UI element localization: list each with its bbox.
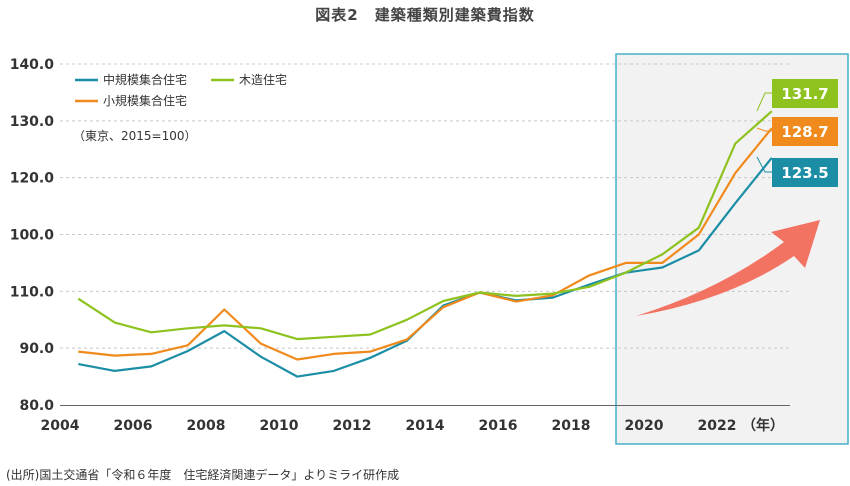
- series-line-small-rise: [78, 127, 773, 361]
- legend-label-small: 小規模集合住宅: [103, 93, 187, 108]
- callouts: 131.7 128.7 123.5: [756, 79, 838, 187]
- y-tick-label: 80.0: [19, 398, 54, 414]
- callout-leader-wooden: [756, 92, 772, 112]
- x-axis: 2004 2006 2008 2010 2012 2014 2016 2018 2020 2022: [41, 418, 737, 434]
- x-tick-label: 2018: [552, 418, 591, 434]
- y-tick-label: 140.0: [10, 57, 55, 73]
- callout-box-mid: [772, 158, 838, 187]
- callout-leader-small: [756, 127, 772, 132]
- x-tick-label: 2004: [41, 418, 80, 434]
- callout-box-wooden: [772, 79, 838, 108]
- highlight-region: [615, 53, 849, 445]
- series-lines: [77, 110, 773, 378]
- y-tick-label: 90.0: [19, 341, 54, 357]
- callout-value-mid: 123.5: [781, 164, 828, 182]
- callout-box-small: [772, 117, 838, 146]
- callout-value-wooden: 131.7: [781, 85, 828, 103]
- x-tick-label: 2014: [406, 418, 445, 434]
- grid-lines: [60, 63, 790, 349]
- y-axis: 140.0 130.0 120.0 100.0 110.0 90.0 80.0: [10, 57, 55, 414]
- legend-label-wooden: 木造住宅: [239, 72, 287, 87]
- x-tick-label: 2006: [114, 418, 153, 434]
- x-tick-label: 2016: [479, 418, 518, 434]
- legend-label-mid: 中規模集合住宅: [103, 72, 187, 87]
- chart-title: 図表2 建築種類別建築費指数: [315, 6, 535, 24]
- y-tick-label: 120.0: [10, 171, 55, 187]
- trend-arrow-icon: [636, 220, 820, 316]
- y-tick-label: 100.0: [10, 228, 55, 244]
- x-tick-label: 2008: [187, 418, 226, 434]
- y-tick-label: 110.0: [10, 284, 55, 300]
- callout-leader-mid: [756, 156, 772, 173]
- source-note: (出所)国土交通省「令和６年度 住宅経済関連データ」よりミライ研作成: [6, 468, 400, 482]
- chart-note: （東京、2015=100）: [73, 129, 197, 143]
- series-line-wooden: [77, 110, 773, 341]
- callout-value-small: 128.7: [781, 123, 828, 141]
- legend: 中規模集合住宅 木造住宅 小規模集合住宅: [75, 72, 287, 108]
- x-tick-label: 2010: [260, 418, 299, 434]
- x-tick-label: 2022: [698, 418, 737, 434]
- x-tick-label: 2012: [333, 418, 372, 434]
- x-tick-label: 2020: [625, 418, 664, 434]
- y-tick-label: 130.0: [10, 114, 55, 130]
- x-unit-label: （年）: [742, 417, 784, 434]
